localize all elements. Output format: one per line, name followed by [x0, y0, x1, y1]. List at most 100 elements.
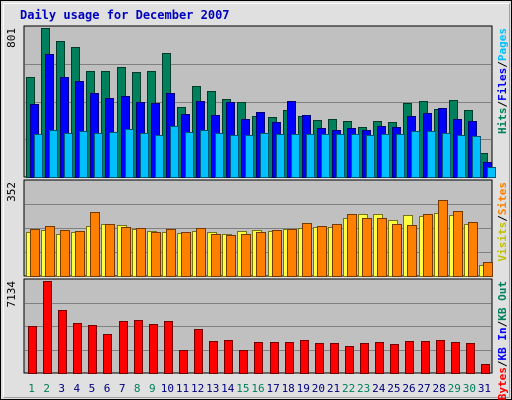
bar-visits-sites-23 [362, 218, 372, 277]
bar-hits-pages-25 [396, 134, 405, 178]
legend-entry-hits-3: / [496, 61, 509, 68]
bar-kbytes-kbytes-8 [134, 320, 143, 374]
x-tick-label-4: 4 [74, 382, 81, 395]
bar-visits-sites-18 [287, 229, 297, 277]
bar-visits-sites-25 [392, 224, 402, 277]
bar-kbytes-kbytes-29 [451, 342, 460, 374]
x-tick-label-22: 22 [342, 382, 355, 395]
x-tick-label-9: 9 [149, 382, 156, 395]
bar-visits-sites-2 [45, 226, 55, 277]
chart-frame-bevel [3, 3, 510, 398]
legend-entry-kbytes-0: KBytes [496, 367, 509, 400]
bar-kbytes-kbytes-22 [345, 346, 354, 374]
x-tick-label-3: 3 [58, 382, 65, 395]
bar-hits-pages-18 [291, 134, 300, 178]
bar-visits-sites-29 [453, 211, 463, 277]
bar-kbytes-kbytes-1 [28, 326, 37, 374]
bar-kbytes-kbytes-27 [421, 341, 430, 374]
bar-hits-pages-27 [427, 131, 436, 178]
bar-visits-sites-31 [483, 262, 493, 277]
x-tick-label-14: 14 [221, 382, 235, 395]
x-tick-label-12: 12 [191, 382, 204, 395]
bar-kbytes-kbytes-14 [224, 340, 233, 374]
bar-kbytes-kbytes-13 [209, 341, 218, 374]
x-tick-label-17: 17 [266, 382, 279, 395]
bar-hits-pages-23 [366, 135, 375, 178]
bar-hits-pages-20 [321, 134, 330, 178]
bar-hits-pages-9 [155, 135, 164, 178]
bar-visits-sites-3 [60, 230, 70, 277]
bar-hits-pages-19 [306, 134, 315, 178]
bar-hits-pages-21 [336, 134, 345, 178]
legend-entry-kbytes-2: KB In [496, 327, 509, 360]
bar-visits-sites-13 [211, 234, 221, 277]
bar-hits-pages-4 [79, 131, 88, 178]
bar-kbytes-kbytes-28 [436, 340, 445, 374]
bar-visits-sites-11 [181, 232, 191, 277]
legend-kbytes: KBytes/KB In/KB Out [496, 281, 509, 400]
bar-kbytes-kbytes-24 [375, 342, 384, 374]
bar-kbytes-kbytes-4 [73, 323, 82, 374]
bar-visits-sites-9 [151, 232, 161, 277]
bar-hits-pages-10 [170, 126, 179, 178]
legend-entry-hits-2: Files [496, 68, 509, 101]
bar-kbytes-kbytes-30 [466, 343, 475, 374]
bar-visits-sites-12 [196, 228, 206, 277]
x-tick-label-28: 28 [433, 382, 446, 395]
x-tick-label-2: 2 [43, 382, 50, 395]
bar-hits-pages-16 [260, 133, 269, 178]
bar-visits-sites-4 [75, 231, 85, 277]
max-label-visits: 352 [5, 182, 18, 202]
x-tick-label-11: 11 [176, 382, 189, 395]
bar-kbytes-kbytes-25 [390, 344, 399, 374]
legend-entry-visits-1: / [496, 215, 509, 222]
max-label-hits: 801 [5, 28, 18, 48]
legend-entry-visits-0: Visits [496, 222, 509, 262]
x-tick-label-16: 16 [251, 382, 264, 395]
x-tick-label-15: 15 [236, 382, 249, 395]
legend-entry-hits-4: Pages [496, 28, 509, 61]
legend-entry-kbytes-1: / [496, 360, 509, 367]
legend-entry-hits-1: / [496, 101, 509, 108]
chart-title: Daily usage for December 2007 [20, 8, 230, 22]
bar-hits-pages-29 [457, 135, 466, 178]
x-tick-label-1: 1 [28, 382, 35, 395]
bar-hits-pages-5 [94, 133, 103, 178]
bar-kbytes-kbytes-26 [405, 341, 414, 374]
bar-hits-pages-3 [64, 133, 73, 178]
x-tick-label-7: 7 [119, 382, 126, 395]
x-tick-label-18: 18 [282, 382, 295, 395]
bar-kbytes-kbytes-21 [330, 343, 339, 374]
x-tick-label-5: 5 [89, 382, 96, 395]
bar-kbytes-kbytes-12 [194, 329, 203, 374]
bar-hits-pages-7 [125, 129, 134, 178]
bar-hits-pages-17 [276, 134, 285, 178]
x-tick-label-27: 27 [417, 382, 430, 395]
legend-entry-visits-2: Sites [496, 182, 509, 215]
legend-entry-kbytes-3: / [496, 320, 509, 327]
x-tick-label-30: 30 [463, 382, 476, 395]
bar-kbytes-kbytes-20 [315, 343, 324, 374]
bar-visits-sites-7 [121, 227, 131, 277]
bar-hits-pages-12 [200, 130, 209, 178]
bar-hits-pages-31 [487, 167, 496, 178]
bar-hits-pages-11 [185, 132, 194, 178]
bar-visits-sites-30 [468, 222, 478, 277]
bar-kbytes-kbytes-15 [239, 350, 248, 374]
legend-entry-kbytes-4: KB Out [496, 281, 509, 321]
x-tick-label-23: 23 [357, 382, 370, 395]
bar-kbytes-kbytes-19 [300, 340, 309, 374]
bar-hits-pages-15 [245, 135, 254, 178]
bar-visits-sites-5 [90, 212, 100, 277]
bar-visits-sites-16 [256, 232, 266, 277]
bar-visits-sites-19 [302, 223, 312, 277]
x-tick-label-29: 29 [448, 382, 461, 395]
bar-kbytes-kbytes-11 [179, 350, 188, 374]
x-tick-label-25: 25 [387, 382, 400, 395]
bar-hits-pages-30 [472, 136, 481, 178]
bar-visits-sites-28 [438, 200, 448, 277]
bar-visits-sites-15 [241, 234, 251, 277]
bar-kbytes-kbytes-5 [88, 325, 97, 374]
x-tick-label-13: 13 [206, 382, 219, 395]
